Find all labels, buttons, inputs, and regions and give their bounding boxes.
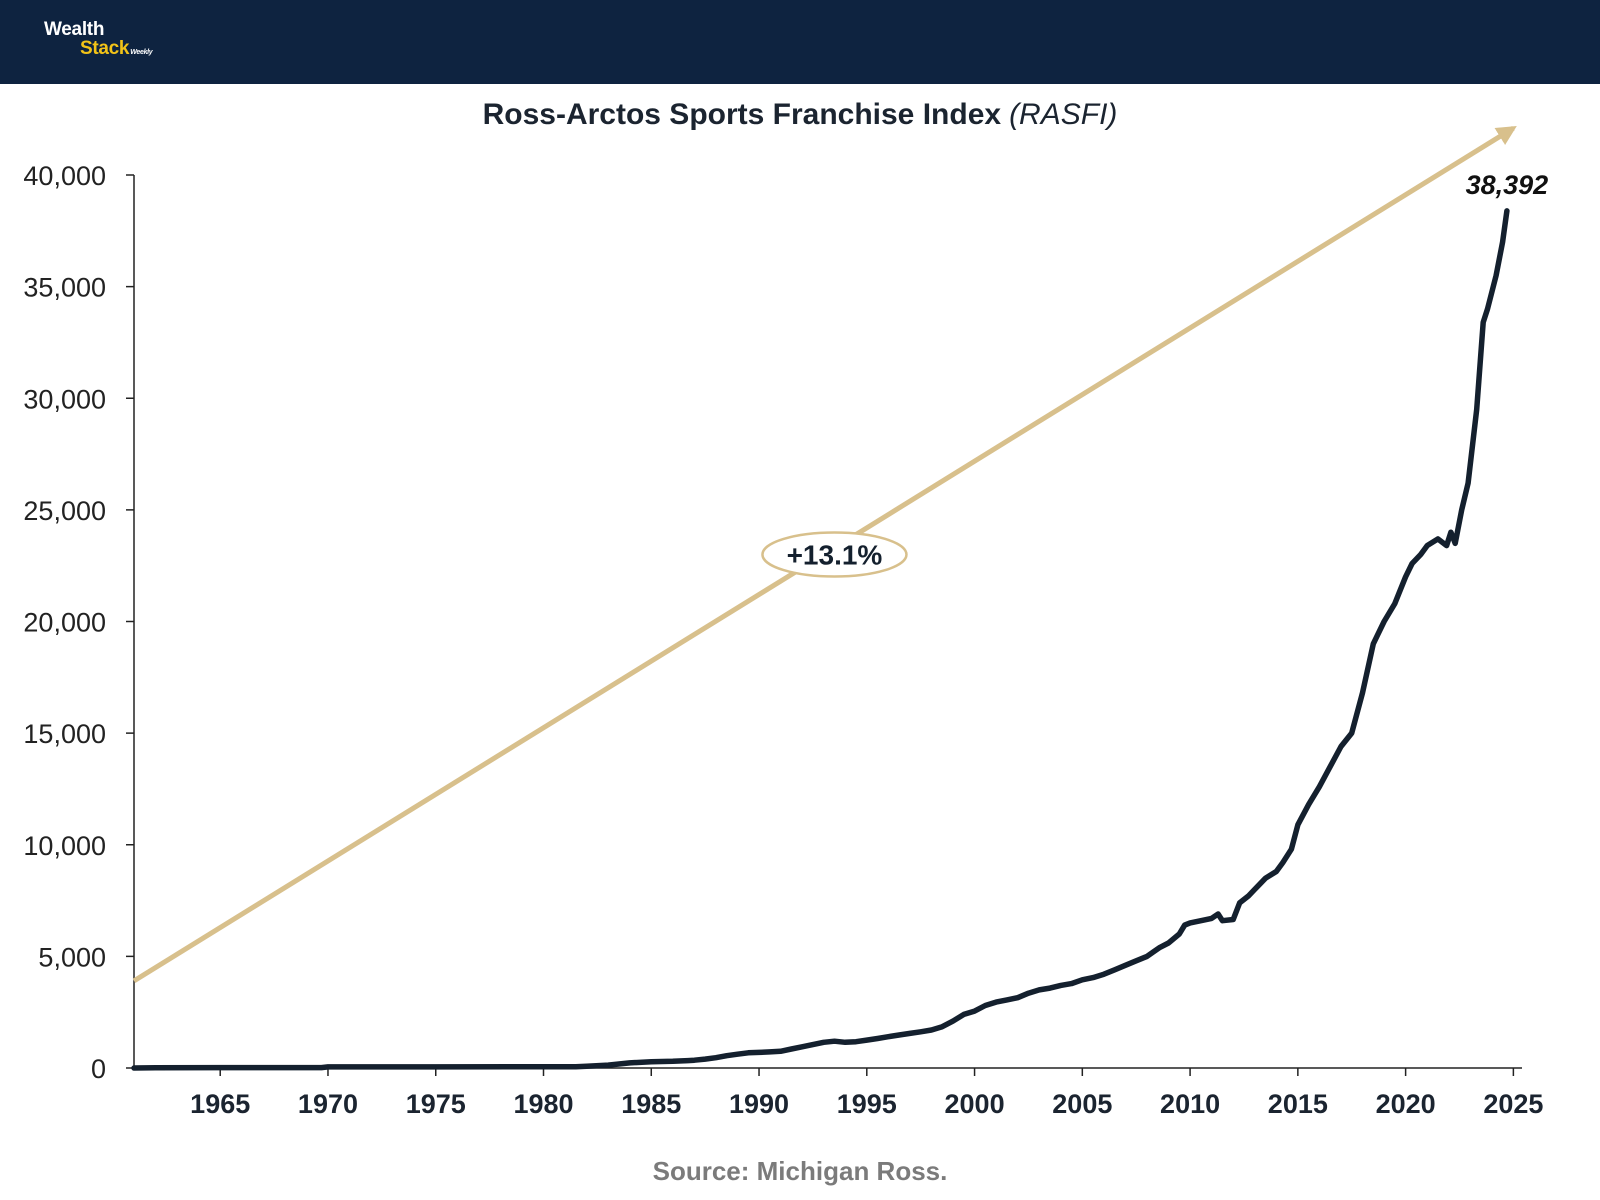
x-tick-label: 2025 (1483, 1089, 1543, 1119)
brand-logo: Wealth StackWeekly (44, 19, 153, 59)
logo-stack: StackWeekly (80, 38, 153, 59)
y-tick-label: 20,000 (23, 608, 106, 638)
y-tick-label: 10,000 (23, 831, 106, 861)
x-tick-label: 2005 (1052, 1089, 1112, 1119)
chart-title-subtitle: (RASFI) (1009, 98, 1118, 131)
y-tick-label: 35,000 (23, 273, 106, 303)
x-tick-label: 2000 (945, 1089, 1005, 1119)
header-bar: Wealth StackWeekly (0, 0, 1600, 84)
x-tick-label: 2010 (1160, 1089, 1220, 1119)
logo-stack-text: Stack (80, 38, 130, 59)
y-tick-label: 30,000 (23, 384, 106, 414)
x-tick-label: 1970 (298, 1089, 358, 1119)
logo-weekly: Weekly (130, 49, 153, 56)
y-tick-label: 5,000 (38, 942, 106, 972)
x-tick-label: 2020 (1376, 1089, 1436, 1119)
y-tick-label: 25,000 (23, 496, 106, 526)
series-layer (131, 208, 1510, 1071)
latest-value-label: 38,392 (1466, 170, 1549, 200)
growth-rate-oval (761, 531, 908, 578)
source-note: Source: Michigan Ross. (652, 1156, 948, 1186)
growth-rate-label: +13.1% (787, 540, 883, 571)
x-tick-label: 1965 (190, 1089, 250, 1119)
axes: 0 5,000 10,000 15,000 20,000 25,000 30,000 35,0… (23, 161, 1543, 1119)
x-tick-label: 1990 (729, 1089, 789, 1119)
x-tick-label: 1980 (513, 1089, 573, 1119)
series-line-rasfi (131, 208, 1510, 1071)
chart-title: Ross-Arctos Sports Franchise Index (RASFI… (0, 98, 1600, 132)
y-tick-label: 15,000 (23, 719, 106, 749)
y-tick-label: 40,000 (23, 161, 106, 191)
x-tick-label: 2015 (1268, 1089, 1328, 1119)
x-tick-label: 1995 (837, 1089, 897, 1119)
chart-title-main: Ross-Arctos Sports Franchise Index (482, 98, 1002, 131)
logo-wealth: Wealth (44, 19, 105, 40)
y-tick-label: 0 (91, 1054, 106, 1084)
x-tick-label: 1985 (621, 1089, 681, 1119)
annotation-layer: +13.1% 38,392 (761, 170, 1549, 578)
x-tick-label: 1975 (406, 1089, 466, 1119)
